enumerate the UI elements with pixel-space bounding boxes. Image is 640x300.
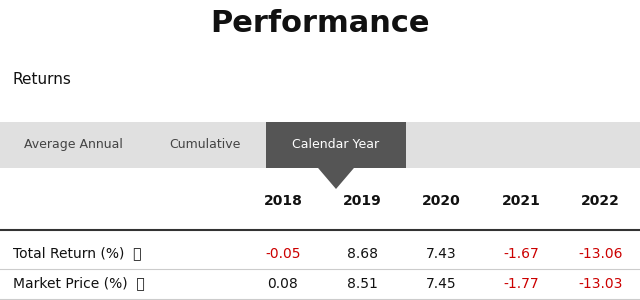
Text: -1.77: -1.77 [503, 277, 539, 290]
Text: 2021: 2021 [502, 194, 540, 208]
Text: 0.08: 0.08 [268, 277, 298, 290]
Text: 2022: 2022 [581, 194, 620, 208]
Text: Average Annual: Average Annual [24, 138, 123, 151]
Text: 2020: 2020 [422, 194, 461, 208]
Text: Cumulative: Cumulative [169, 138, 241, 151]
Text: 2019: 2019 [343, 194, 381, 208]
Text: -13.06: -13.06 [578, 247, 623, 260]
Bar [266, 122, 406, 168]
Text: 7.43: 7.43 [426, 247, 457, 260]
Polygon shape [318, 168, 354, 189]
Text: -0.05: -0.05 [265, 247, 301, 260]
Text: 8.51: 8.51 [347, 277, 378, 290]
Text: Market Price (%)  ⓘ: Market Price (%) ⓘ [13, 277, 145, 290]
Text: Calendar Year: Calendar Year [292, 138, 380, 151]
Text: -1.67: -1.67 [503, 247, 539, 260]
Text: -13.03: -13.03 [578, 277, 623, 290]
Text: 8.68: 8.68 [347, 247, 378, 260]
Bar [3, 122, 144, 168]
Bar [0, 122, 640, 168]
Bar [147, 122, 262, 168]
Text: Returns: Returns [13, 72, 72, 87]
Text: Performance: Performance [211, 9, 429, 38]
Text: 7.45: 7.45 [426, 277, 457, 290]
Text: 2018: 2018 [264, 194, 302, 208]
Text: Total Return (%)  ⓘ: Total Return (%) ⓘ [13, 247, 141, 260]
